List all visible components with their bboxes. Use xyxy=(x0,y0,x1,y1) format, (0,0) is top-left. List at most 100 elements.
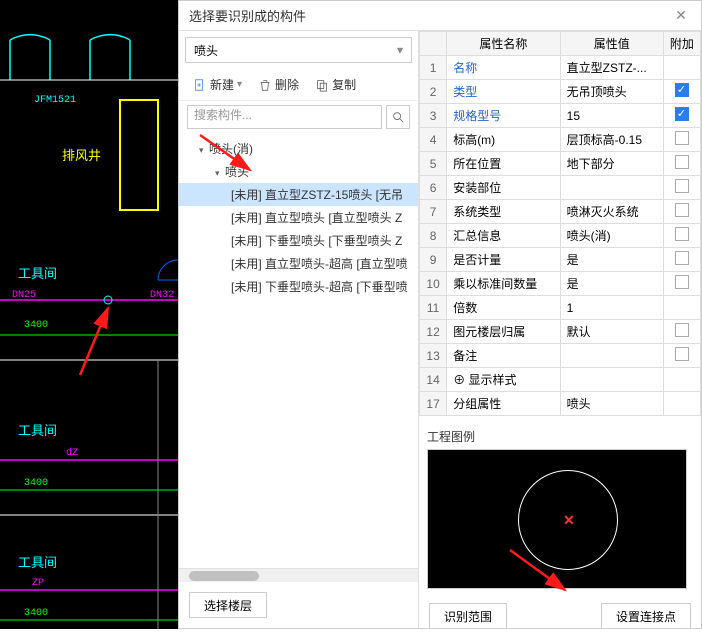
property-row[interactable]: 4 标高(m) 层顶标高-0.15 xyxy=(420,128,701,152)
new-button[interactable]: 新建▾ xyxy=(187,73,248,96)
prop-value[interactable]: 喷淋灭火系统 xyxy=(560,200,663,224)
checkbox-icon[interactable] xyxy=(675,179,689,193)
cad-viewport: JFM1521 排风井 工具间 DN25 DN32 3400 工具间 dZ 34… xyxy=(0,0,178,629)
prop-name: 系统类型 xyxy=(447,200,560,224)
prop-value[interactable]: 喷头(消) xyxy=(560,224,663,248)
tree-item[interactable]: [未用] 直立型ZSTZ-15喷头 [无吊 xyxy=(179,183,418,206)
cad-text: dZ xyxy=(66,448,78,459)
property-row[interactable]: 10 乘以标准间数量 是 xyxy=(420,272,701,296)
property-row[interactable]: 5 所在位置 地下部分 xyxy=(420,152,701,176)
file-plus-icon xyxy=(193,78,207,92)
cad-text: 工具间 xyxy=(18,552,57,571)
checkbox-icon[interactable] xyxy=(675,251,689,265)
prop-name: 安装部位 xyxy=(447,176,560,200)
prop-name: ⊕ 显示样式 xyxy=(447,368,560,392)
cad-text: 3400 xyxy=(24,320,48,331)
recognize-range-button[interactable]: 识别范围 xyxy=(429,603,507,628)
copy-button[interactable]: 复制 xyxy=(309,73,362,96)
legend-preview: ✕ xyxy=(427,449,687,589)
set-connection-point-button[interactable]: 设置连接点 xyxy=(601,603,691,628)
tree-item[interactable]: [未用] 下垂型喷头-超高 [下垂型喷 xyxy=(179,275,418,298)
property-row[interactable]: 14 ⊕ 显示样式 xyxy=(420,368,701,392)
cad-text: 排风井 xyxy=(62,145,101,164)
prop-value[interactable]: 喷头 xyxy=(560,392,663,416)
component-type-combo[interactable]: 喷头 ▾ xyxy=(185,37,412,63)
combo-value: 喷头 xyxy=(194,42,397,59)
prop-value[interactable]: 直立型ZSTZ-... xyxy=(560,56,663,80)
horizontal-scrollbar[interactable] xyxy=(179,568,418,582)
checkbox-checked-icon[interactable] xyxy=(675,107,689,121)
checkbox-icon[interactable] xyxy=(675,227,689,241)
property-row[interactable]: 6 安装部位 xyxy=(420,176,701,200)
prop-name: 备注 xyxy=(447,344,560,368)
property-row[interactable]: 13 备注 xyxy=(420,344,701,368)
copy-icon xyxy=(315,78,329,92)
prop-name: 是否计量 xyxy=(447,248,560,272)
prop-value[interactable]: 是 xyxy=(560,272,663,296)
prop-value[interactable]: 是 xyxy=(560,248,663,272)
checkbox-checked-icon[interactable] xyxy=(675,83,689,97)
tree-item[interactable]: [未用] 直立型喷头 [直立型喷头 Z xyxy=(179,206,418,229)
prop-value[interactable]: 无吊顶喷头 xyxy=(560,80,663,104)
col-extra: 附加 xyxy=(663,32,700,56)
property-row[interactable]: 7 系统类型 喷淋灭火系统 xyxy=(420,200,701,224)
checkbox-icon[interactable] xyxy=(675,323,689,337)
property-row[interactable]: 3 规格型号 15 xyxy=(420,104,701,128)
prop-value[interactable]: 1 xyxy=(560,296,663,320)
prop-value[interactable]: 层顶标高-0.15 xyxy=(560,128,663,152)
legend-label: 工程图例 xyxy=(427,424,693,449)
property-row[interactable]: 17 分组属性 喷头 xyxy=(420,392,701,416)
property-row[interactable]: 8 汇总信息 喷头(消) xyxy=(420,224,701,248)
checkbox-icon[interactable] xyxy=(675,203,689,217)
property-row[interactable]: 12 图元楼层归属 默认 xyxy=(420,320,701,344)
search-input[interactable]: 搜索构件... xyxy=(187,105,382,129)
cad-text: 工具间 xyxy=(18,263,57,282)
chevron-down-icon: ▾ xyxy=(237,79,242,90)
prop-name: 乘以标准间数量 xyxy=(447,272,560,296)
prop-name: 规格型号 xyxy=(447,104,560,128)
prop-value[interactable]: 默认 xyxy=(560,320,663,344)
property-row[interactable]: 1 名称 直立型ZSTZ-... xyxy=(420,56,701,80)
component-tree[interactable]: ▾喷头(消) ▾喷头 [未用] 直立型ZSTZ-15喷头 [无吊 [未用] 直立… xyxy=(179,133,418,568)
prop-value[interactable]: 15 xyxy=(560,104,663,128)
cad-text: DN32 xyxy=(150,290,174,301)
select-floor-button[interactable]: 选择楼层 xyxy=(189,592,267,618)
tree-toolbar: 新建▾ 删除 复制 xyxy=(179,69,418,101)
checkbox-icon[interactable] xyxy=(675,131,689,145)
property-table: 属性名称 属性值 附加 1 名称 直立型ZSTZ-... 2 类型 无吊顶喷头 … xyxy=(419,31,701,416)
prop-name: 图元楼层归属 xyxy=(447,320,560,344)
tree-item[interactable]: [未用] 下垂型喷头 [下垂型喷头 Z xyxy=(179,229,418,252)
titlebar: 选择要识别成的构件 ✕ xyxy=(179,1,701,31)
prop-value[interactable] xyxy=(560,368,663,392)
chevron-down-icon: ▾ xyxy=(397,43,403,57)
prop-name: 名称 xyxy=(447,56,560,80)
delete-button[interactable]: 删除 xyxy=(252,73,305,96)
property-row[interactable]: 2 类型 无吊顶喷头 xyxy=(420,80,701,104)
cad-text: ZP xyxy=(32,578,44,589)
property-row[interactable]: 11 倍数 1 xyxy=(420,296,701,320)
cad-text: 3400 xyxy=(24,478,48,489)
tree-node-group[interactable]: ▾喷头 xyxy=(179,160,418,183)
left-panel: 喷头 ▾ 新建▾ 删除 复制 搜索构件... xyxy=(179,31,419,628)
prop-value[interactable] xyxy=(560,344,663,368)
property-row[interactable]: 9 是否计量 是 xyxy=(420,248,701,272)
close-icon[interactable]: ✕ xyxy=(671,7,691,24)
tree-node-root[interactable]: ▾喷头(消) xyxy=(179,137,418,160)
dialog-title: 选择要识别成的构件 xyxy=(189,6,671,25)
prop-name: 分组属性 xyxy=(447,392,560,416)
prop-value[interactable]: 地下部分 xyxy=(560,152,663,176)
checkbox-icon[interactable] xyxy=(675,275,689,289)
col-value: 属性值 xyxy=(560,32,663,56)
cad-text: 3400 xyxy=(24,608,48,619)
prop-name: 汇总信息 xyxy=(447,224,560,248)
tree-item[interactable]: [未用] 直立型喷头-超高 [直立型喷 xyxy=(179,252,418,275)
prop-name: 标高(m) xyxy=(447,128,560,152)
search-button[interactable] xyxy=(386,105,410,129)
checkbox-icon[interactable] xyxy=(675,155,689,169)
legend-x-icon: ✕ xyxy=(563,512,575,529)
checkbox-icon[interactable] xyxy=(675,347,689,361)
prop-name: 倍数 xyxy=(447,296,560,320)
prop-value[interactable] xyxy=(560,176,663,200)
prop-name: 类型 xyxy=(447,80,560,104)
cad-text: 工具间 xyxy=(18,420,57,439)
